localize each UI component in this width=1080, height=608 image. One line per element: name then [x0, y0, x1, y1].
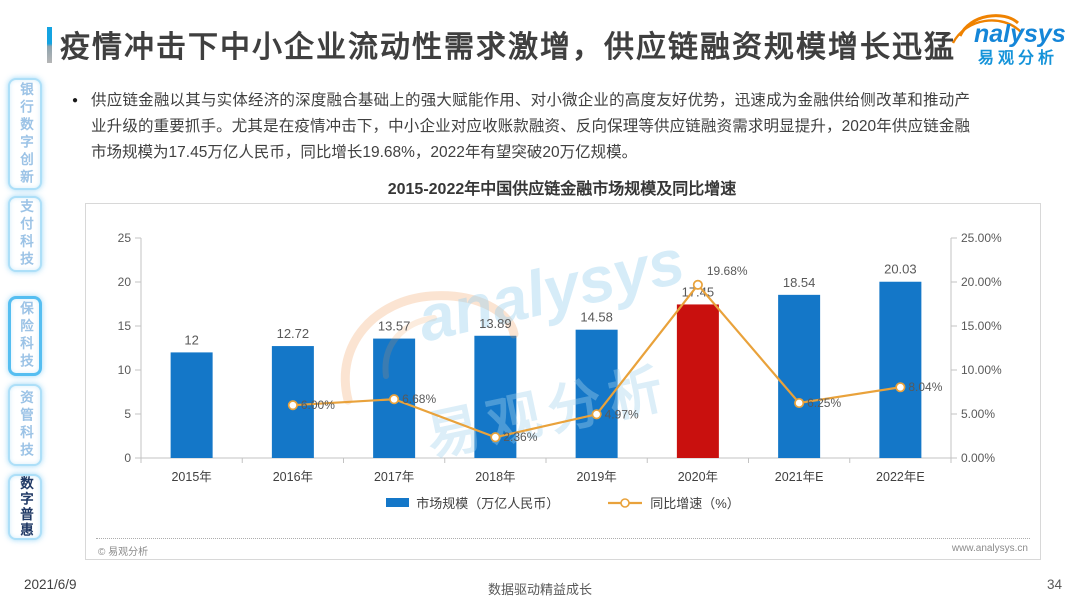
- logo-brand-cn: 易观分析: [978, 48, 1058, 67]
- left-axis-tick: 0: [124, 451, 131, 465]
- x-axis-label: 2021年E: [775, 470, 824, 484]
- left-axis-tick: 10: [118, 363, 132, 377]
- bar-value-label: 12.72: [277, 326, 310, 341]
- bar-2019年: [575, 329, 618, 458]
- chart-legend: 市场规模（万亿人民币） 同比增速（%）: [86, 493, 1040, 512]
- legend-item-yoy-growth: 同比增速（%）: [607, 493, 740, 512]
- bar-value-label: 12: [184, 332, 198, 347]
- right-axis-tick: 0.00%: [961, 451, 995, 465]
- right-axis-tick: 20.00%: [961, 275, 1002, 289]
- left-axis-tick: 20: [118, 275, 132, 289]
- analysys-logo: nalysys 易观分析: [951, 14, 1066, 67]
- line-value-label: 6.00%: [301, 398, 335, 412]
- line-swatch-icon: [608, 497, 643, 508]
- logo-brand-text: nalysys: [974, 20, 1066, 48]
- sidebar-item-asset-mgmt[interactable]: 资管科技: [8, 384, 42, 466]
- sidebar-item-label: 支付科技: [18, 199, 33, 269]
- bar-2021年E: [778, 294, 821, 458]
- line-point-2022年E: [895, 382, 906, 393]
- sidebar-item-label: 数字普惠: [18, 476, 33, 538]
- x-axis-label: 2022年E: [876, 470, 925, 484]
- right-axis-tick: 15.00%: [961, 319, 1002, 333]
- right-axis-tick: 10.00%: [961, 363, 1002, 377]
- right-axis-tick: 25.00%: [961, 231, 1002, 245]
- bar-2020年: [676, 304, 719, 458]
- sidebar-item-banking-digital[interactable]: 银行数字创新: [8, 78, 42, 190]
- intro-text: 供应链金融以其与实体经济的深度融合基础上的强大赋能作用、对小微企业的高度友好优势…: [91, 92, 970, 161]
- line-value-label: 6.68%: [402, 392, 436, 406]
- watermark-script: analysys: [411, 225, 691, 356]
- x-axis-label: 2020年: [678, 470, 718, 484]
- line-value-label: 2.36%: [503, 430, 537, 444]
- x-axis-label: 2016年: [273, 470, 313, 484]
- watermark-swoosh-icon: [340, 291, 519, 405]
- line-point-2019年: [591, 409, 602, 420]
- line-value-label: 19.68%: [707, 264, 748, 278]
- chart-footer-row: © 易观分析 www.analysys.cn: [98, 543, 1028, 558]
- legend-label: 市场规模（万亿人民币）: [416, 496, 560, 511]
- bar-value-label: 20.03: [884, 262, 917, 277]
- line-point-2020年: [692, 279, 703, 290]
- bar-swatch-icon: [386, 498, 410, 507]
- left-axis-tick: 15: [118, 319, 132, 333]
- chart-title: 2015-2022年中国供应链金融市场规模及同比增速: [387, 181, 737, 198]
- bar-2022年E: [879, 281, 922, 458]
- line-value-label: 6.25%: [807, 396, 841, 410]
- sidebar-item-payment[interactable]: 支付科技: [8, 196, 42, 272]
- line-point-2016年: [287, 400, 298, 411]
- chart-card: 0 0.00% 5 5.00% 10 10.00% 15 15.00% 20 20.00% 25 25…: [85, 203, 1041, 560]
- left-axis-tick: 25: [118, 231, 132, 245]
- dotted-divider: [96, 538, 1030, 539]
- sidebar-item-label: 银行数字创新: [18, 81, 33, 187]
- bar-value-label: 13.89: [479, 316, 512, 331]
- sidebar-item-label: 保险科技: [18, 301, 33, 371]
- line-point-2021年E: [794, 397, 805, 409]
- line-point-2018年: [490, 432, 501, 443]
- sidebar-item-digital-inclusion[interactable]: 数字普惠: [8, 474, 42, 540]
- bar-value-label: 13.57: [378, 319, 411, 334]
- legend-label: 同比增速（%）: [650, 496, 740, 511]
- bullet-icon: ●: [72, 95, 79, 106]
- intro-bullet-paragraph: ● 供应链金融以其与实体经济的深度融合基础上的强大赋能作用、对小微企业的高度友好…: [72, 88, 970, 166]
- bar-value-label: 18.54: [783, 275, 816, 290]
- line-point-2017年: [389, 394, 400, 405]
- logo-swoosh-icon: [951, 19, 1022, 44]
- page-number: 34: [1046, 577, 1062, 592]
- x-axis-label: 2015年: [171, 470, 211, 484]
- title-accent-bar: [47, 27, 52, 63]
- market-chart: 0 0.00% 5 5.00% 10 10.00% 15 15.00% 20 20.00% 25 25…: [118, 225, 1002, 484]
- bar-2015年: [170, 352, 213, 458]
- legend-item-market-scale: 市场规模（万亿人民币）: [386, 493, 559, 512]
- chart-copyright: © 易观分析: [98, 547, 149, 558]
- footer-slogan: 数据驱动精益成长: [487, 582, 592, 597]
- x-axis-label: 2019年: [576, 470, 616, 484]
- sidebar-item-label: 资管科技: [18, 390, 33, 460]
- watermark-swoosh-icon: [382, 315, 437, 379]
- right-axis-tick: 5.00%: [961, 407, 995, 421]
- page-title: 疫情冲击下中小企业流动性需求激增，供应链融资规模增长迅猛: [60, 31, 956, 64]
- footer-date: 2021/6/9: [24, 577, 77, 592]
- line-value-label: 4.97%: [605, 407, 639, 421]
- x-axis-label: 2018年: [475, 470, 515, 484]
- bar-value-label: 14.58: [580, 310, 613, 325]
- left-axis-tick: 5: [124, 407, 131, 421]
- chart-website: www.analysys.cn: [951, 543, 1028, 554]
- sidebar-item-insurance[interactable]: 保险科技: [8, 296, 42, 376]
- line-value-label: 8.04%: [908, 380, 942, 394]
- x-axis-label: 2017年: [374, 470, 414, 484]
